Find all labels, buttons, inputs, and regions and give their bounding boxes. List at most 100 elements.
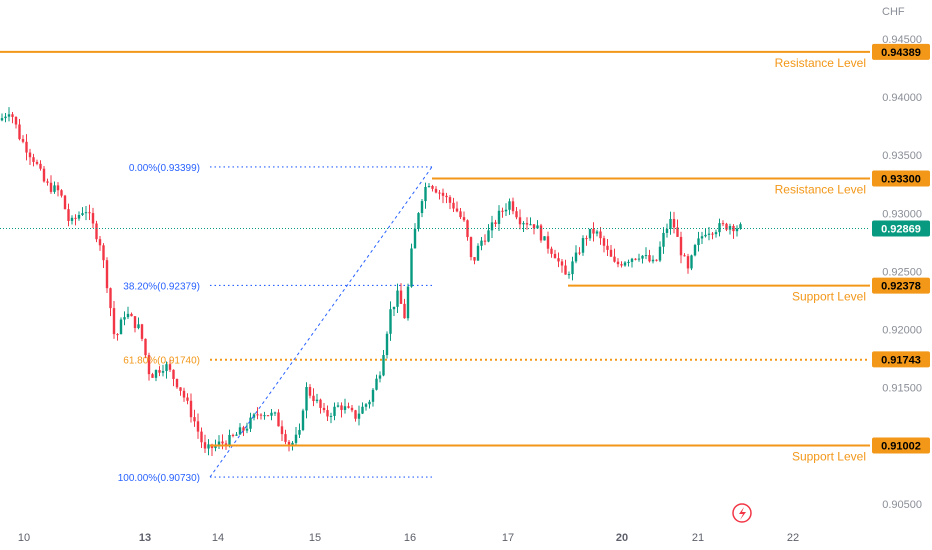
- price-tag: [872, 437, 930, 454]
- candle-body: [315, 399, 319, 402]
- sr-level-label: Support Level: [792, 290, 866, 304]
- fib-trend-line[interactable]: [209, 166, 433, 478]
- candle-body: [564, 265, 567, 275]
- candle-body: [595, 231, 599, 234]
- sr-level-label: Support Level: [792, 449, 866, 463]
- candle-body: [172, 369, 175, 379]
- fib-level-label: 100.00%(0.90730): [118, 473, 200, 484]
- candle-body: [329, 415, 333, 417]
- candle-body: [399, 290, 403, 304]
- candle-body: [588, 228, 592, 239]
- candle-body: [326, 410, 329, 417]
- candle-body: [476, 245, 480, 261]
- candle-body: [375, 378, 378, 390]
- candle-body: [361, 406, 364, 414]
- candle-body: [420, 201, 424, 214]
- candle-body: [39, 163, 42, 169]
- candle-body: [179, 387, 182, 391]
- candle-body: [364, 404, 368, 407]
- candle-body: [693, 245, 697, 256]
- candle-body: [161, 371, 165, 373]
- candle-body: [70, 217, 74, 221]
- candle-body: [4, 116, 7, 119]
- lightning-icon[interactable]: [732, 503, 752, 523]
- candle-body: [32, 157, 35, 162]
- price-tag: [872, 351, 930, 368]
- candle-body: [662, 232, 665, 247]
- candle-body: [102, 245, 105, 261]
- candle-body: [672, 218, 676, 228]
- x-tick-label: 21: [692, 532, 704, 544]
- candle-body: [287, 441, 291, 446]
- y-tick-label: 0.93000: [882, 208, 922, 220]
- candle-body: [627, 261, 630, 263]
- candle-body: [77, 214, 81, 219]
- candle-body: [445, 195, 448, 198]
- candle-body: [256, 414, 259, 416]
- candle-body: [154, 370, 158, 378]
- candle-body: [602, 238, 606, 246]
- candle-body: [14, 116, 18, 125]
- candle-body: [343, 406, 347, 410]
- candle-body: [630, 258, 634, 262]
- candle-body: [98, 239, 102, 246]
- candle-body: [301, 410, 305, 430]
- candle-body: [11, 114, 14, 117]
- candle-body: [550, 248, 553, 254]
- candle-body: [553, 253, 557, 259]
- candle-body: [200, 431, 203, 443]
- candle-body: [28, 152, 32, 158]
- y-tick-label: 0.93500: [882, 150, 922, 162]
- price-tag: [872, 43, 930, 60]
- candle-body: [42, 168, 46, 182]
- candle-body: [732, 225, 735, 232]
- candle-body: [235, 434, 238, 436]
- candle-body: [350, 407, 354, 411]
- candle-body: [683, 255, 686, 257]
- candle-body: [203, 442, 207, 449]
- candle-body: [193, 417, 196, 422]
- x-tick-label: 15: [309, 532, 321, 544]
- candle-body: [637, 258, 641, 260]
- candle-body: [7, 114, 11, 117]
- candle-body: [308, 387, 312, 396]
- x-tick-label: 16: [404, 532, 416, 544]
- candle-body: [263, 415, 266, 417]
- candle-body: [175, 378, 179, 388]
- candle-body: [644, 255, 648, 257]
- candle-body: [158, 370, 161, 373]
- candle-body: [721, 223, 725, 225]
- candle-body: [574, 252, 578, 262]
- candle-body: [606, 245, 609, 250]
- candle-body: [112, 308, 116, 335]
- candle-body: [665, 228, 669, 233]
- fib-level-label: 38.20%(0.92379): [123, 281, 200, 292]
- candle-body: [277, 412, 280, 427]
- candle-body: [0, 118, 4, 121]
- candle-body: [196, 421, 200, 432]
- candle-body: [298, 429, 301, 435]
- x-tick-label: 22: [787, 532, 799, 544]
- candle-body: [406, 286, 410, 319]
- candle-body: [525, 223, 529, 225]
- candle-body: [616, 261, 620, 265]
- candle-body: [560, 261, 564, 266]
- candle-body: [336, 405, 340, 407]
- candle-body: [441, 192, 445, 196]
- candle-body: [46, 181, 49, 183]
- price-tag-label: 0.92378: [881, 281, 921, 293]
- candle-body: [427, 186, 431, 188]
- fib-level-label: 61.80%(0.91740): [123, 356, 200, 367]
- candle-body: [697, 238, 700, 246]
- candle-body: [56, 185, 60, 191]
- candle-body: [231, 434, 235, 436]
- candle-body: [214, 444, 217, 449]
- candle-body: [557, 258, 560, 262]
- candle-body: [700, 236, 704, 239]
- candle-body: [459, 211, 462, 218]
- candle-body: [585, 238, 588, 240]
- candle-body: [368, 401, 371, 405]
- candle-body: [95, 223, 98, 240]
